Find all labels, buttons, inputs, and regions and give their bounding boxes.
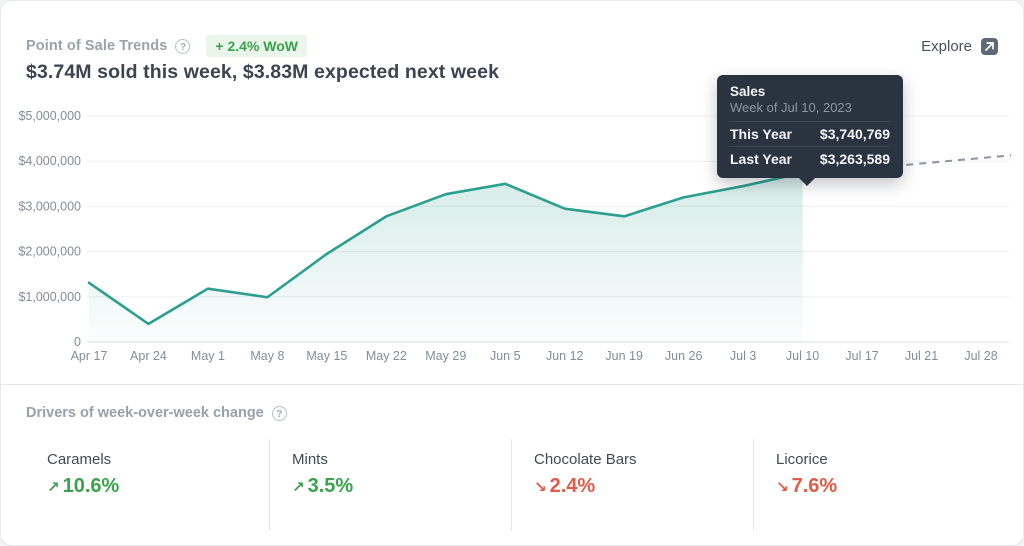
x-axis-label: Jul 28 xyxy=(964,349,997,363)
driver-value: ↘ 2.4% xyxy=(534,475,743,498)
drivers-row: Caramels ↗ 10.6% Mints ↗ 3.5% Chocolate … xyxy=(1,439,1023,531)
explore-label: Explore xyxy=(921,37,972,55)
area-fill xyxy=(89,172,803,342)
driver-percent: 2.4% xyxy=(549,475,596,497)
x-axis-label: Apr 17 xyxy=(71,349,108,363)
explore-link[interactable]: Explore xyxy=(921,37,998,55)
chart-tooltip: Sales Week of Jul 10, 2023 This Year $3,… xyxy=(717,75,903,186)
y-axis-label: 0 xyxy=(74,335,81,349)
drivers-header: Drivers of week-over-week change ? xyxy=(26,405,287,421)
tooltip-title: Sales xyxy=(730,84,766,99)
x-axis-label: Jun 19 xyxy=(605,349,643,363)
sales-chart[interactable]: 0 $1,000,000 $2,000,000 $3,000,000 $4,000,00… xyxy=(1,104,1024,372)
tooltip-label: This Year xyxy=(730,126,793,142)
driver-name: Mints xyxy=(292,451,328,468)
y-axis-label: $4,000,000 xyxy=(18,154,81,168)
tooltip-row-last-year: Last Year $3,263,589 xyxy=(730,146,890,171)
external-link-icon xyxy=(981,37,998,55)
trend-down-icon: ↘ xyxy=(534,478,547,496)
driver-value: ↘ 7.6% xyxy=(776,475,1015,498)
driver-licorice: Licorice ↘ 7.6% xyxy=(753,439,1023,531)
x-axis-label: Jul 10 xyxy=(786,349,819,363)
driver-caramels: Caramels ↗ 10.6% xyxy=(1,439,269,531)
y-axis-label: $1,000,000 xyxy=(18,290,81,304)
x-axis-label: Jul 21 xyxy=(905,349,938,363)
x-axis-label: May 15 xyxy=(306,349,347,363)
trend-up-icon: ↗ xyxy=(47,478,60,496)
help-icon[interactable]: ? xyxy=(175,38,191,54)
x-axis-label: Jun 5 xyxy=(490,349,521,363)
card-title: Point of Sale Trends xyxy=(26,38,168,54)
wow-change-badge: + 2.4% WoW xyxy=(206,35,307,57)
driver-name: Licorice xyxy=(776,451,828,468)
y-axis-label: $2,000,000 xyxy=(18,245,81,259)
driver-mints: Mints ↗ 3.5% xyxy=(269,439,511,531)
driver-name: Caramels xyxy=(47,451,112,468)
driver-percent: 3.5% xyxy=(307,475,354,497)
y-axis-label: $5,000,000 xyxy=(18,109,81,123)
help-icon[interactable]: ? xyxy=(271,405,287,421)
tooltip-value: $3,263,589 xyxy=(819,151,890,167)
driver-percent: 7.6% xyxy=(791,475,838,497)
x-axis-label: May 1 xyxy=(191,349,225,363)
x-axis-label: May 22 xyxy=(366,349,407,363)
chart-area[interactable]: 0 $1,000,000 $2,000,000 $3,000,000 $4,000,00… xyxy=(1,104,1024,372)
x-axis-label: May 29 xyxy=(425,349,466,363)
x-axis-label: Jul 17 xyxy=(845,349,878,363)
driver-value: ↗ 3.5% xyxy=(292,475,501,498)
tooltip-label: Last Year xyxy=(730,151,793,167)
this-year-line xyxy=(87,171,804,326)
driver-value: ↗ 10.6% xyxy=(47,475,259,498)
x-axis-label: May 8 xyxy=(250,349,284,363)
x-axis-label: Apr 24 xyxy=(130,349,167,363)
section-divider xyxy=(1,384,1023,385)
headline: $3.74M sold this week, $3.83M expected n… xyxy=(26,61,500,83)
x-axis-label: Jun 12 xyxy=(546,349,584,363)
drivers-title: Drivers of week-over-week change xyxy=(26,405,264,421)
driver-name: Chocolate Bars xyxy=(534,451,637,468)
tooltip-row-this-year: This Year $3,740,769 xyxy=(730,121,890,146)
driver-percent: 10.6% xyxy=(62,475,120,497)
x-axis-label: Jun 26 xyxy=(665,349,703,363)
trend-down-icon: ↘ xyxy=(776,478,789,496)
y-axis-label: $3,000,000 xyxy=(18,199,81,213)
trend-up-icon: ↗ xyxy=(292,478,305,496)
tooltip-subtitle: Week of Jul 10, 2023 xyxy=(730,100,852,115)
tooltip-value: $3,740,769 xyxy=(819,126,890,142)
driver-chocolate-bars: Chocolate Bars ↘ 2.4% xyxy=(511,439,753,531)
x-axis-label: Jul 3 xyxy=(730,349,756,363)
card-header: Point of Sale Trends ? + 2.4% WoW Explor… xyxy=(26,35,998,57)
